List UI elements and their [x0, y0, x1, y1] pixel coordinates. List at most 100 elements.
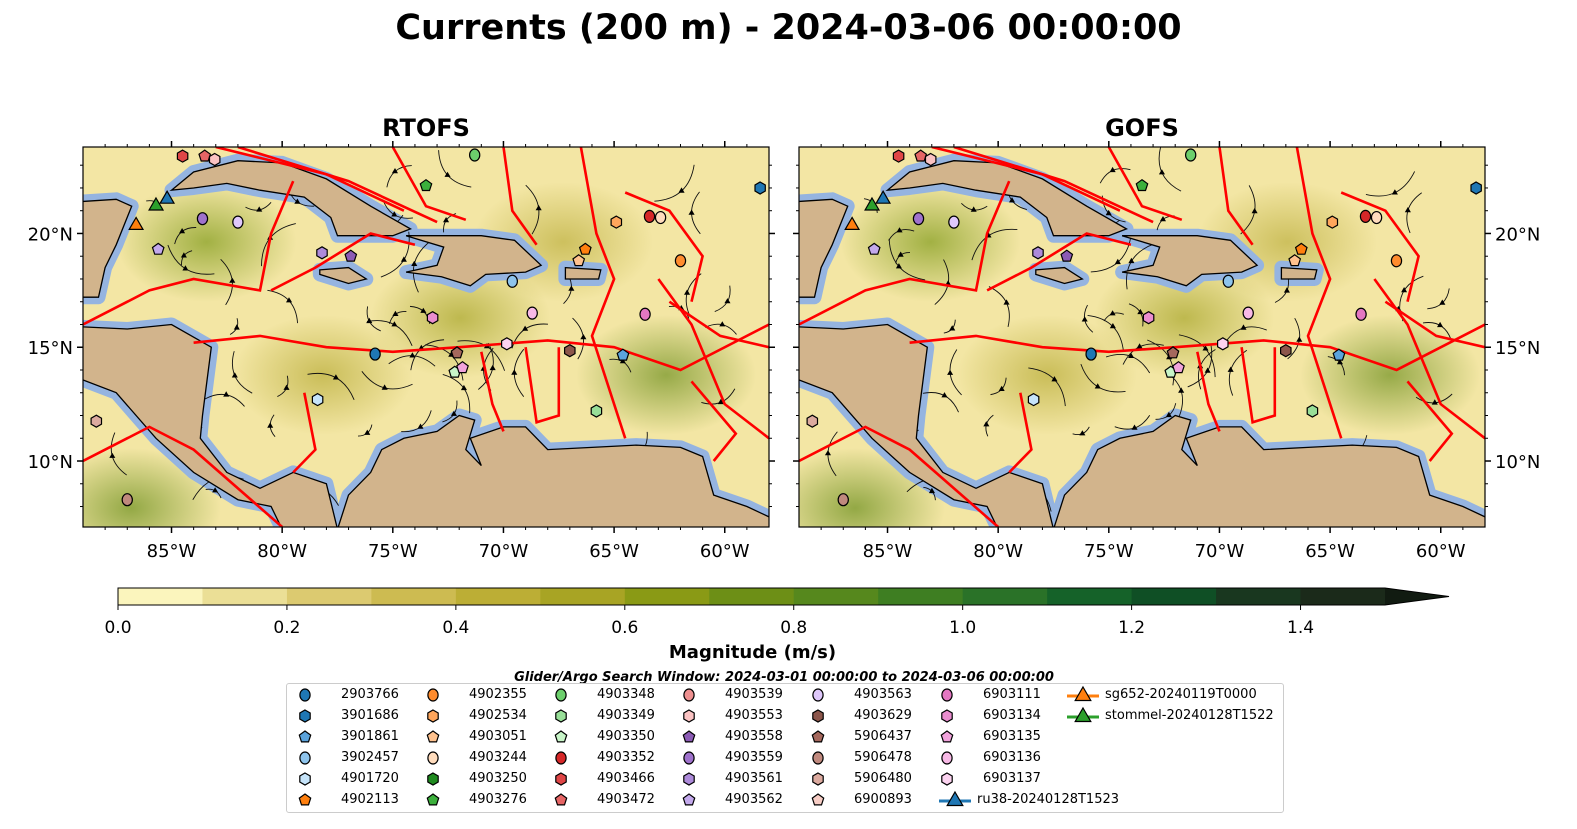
legend-marker-circle-icon	[941, 688, 953, 702]
map-frame	[82, 146, 770, 528]
legend-label: 4903553	[725, 708, 783, 723]
marker-4903563	[948, 215, 960, 229]
colorbar-bin	[1300, 588, 1386, 605]
legend-label: 4903558	[725, 729, 783, 744]
marker-6903111	[1355, 307, 1367, 321]
colorbar-bin	[202, 588, 288, 605]
legend-marker-triangle-icon	[946, 790, 964, 807]
map-panel-rtofs: 85°W 80°W 75°W 70°W 65°W 60°W 20°N 15°N 10°N	[28, 141, 775, 562]
legend-marker-pentagon-icon	[682, 730, 696, 743]
marker-4903276	[1135, 178, 1149, 192]
colorbar-bin	[878, 588, 964, 605]
marker-4903276	[419, 178, 433, 192]
legend-marker-circle-icon	[683, 751, 695, 765]
legend-label: 2903766	[341, 687, 399, 702]
legend-marker-pentagon-icon	[811, 730, 825, 743]
legend-marker-circle-icon	[427, 688, 439, 702]
marker-4901720	[311, 392, 324, 407]
legend-label: 6903135	[983, 729, 1041, 744]
colorbar-bin	[540, 588, 626, 605]
legend-marker-hexagon-icon	[683, 772, 695, 786]
land-yucatan	[83, 198, 133, 298]
marker-4903244	[654, 210, 667, 225]
legend-marker-hexagon-icon	[299, 772, 311, 786]
marker-4903349	[1306, 404, 1319, 418]
land-jamaica	[319, 266, 368, 285]
y-tick-label: 10°N	[1495, 452, 1540, 473]
legend-marker-pentagon-icon	[554, 793, 568, 806]
panel-title-rtofs: RTOFS	[382, 114, 470, 142]
map-panel-gofs: 85°W 80°W 75°W 70°W 65°W 60°W 20°N 15°N 10°N	[793, 141, 1540, 562]
legend-marker-pentagon-icon	[811, 793, 825, 806]
land-southam	[337, 414, 769, 527]
marker-4903244	[1370, 210, 1383, 225]
legend-marker-circle-icon	[299, 688, 311, 702]
marker-4902355	[1390, 254, 1403, 268]
colorbar-bin	[286, 588, 372, 605]
legend-label: 6903111	[983, 687, 1041, 702]
x-tick-label: 75°W	[1084, 541, 1134, 562]
x-tick-label: 85°W	[863, 541, 913, 562]
legend-marker-circle-icon	[555, 751, 567, 765]
legend-label: 4903562	[725, 792, 783, 807]
legend-marker-circle-icon	[427, 751, 439, 765]
land-jamaica	[1035, 266, 1084, 285]
marker-4903348	[468, 148, 481, 162]
legend-marker-pentagon-icon	[426, 793, 440, 806]
colorbar-tick-label: 0.4	[442, 618, 470, 638]
legend-label: 5906437	[854, 729, 912, 744]
land-cuba	[885, 160, 1129, 237]
marker-6903135	[1172, 360, 1185, 374]
legend-label: 4903276	[469, 792, 527, 807]
marker-4903558	[344, 249, 358, 262]
colorbar-bin	[455, 588, 541, 605]
colorbar-tick-label: 1.4	[1287, 618, 1315, 638]
marker-stommel-20240128T1522	[148, 196, 165, 211]
land-centralam	[799, 323, 1054, 527]
marker-4903559	[912, 212, 925, 226]
marker-6903134	[426, 311, 439, 325]
marker-4902113	[1294, 242, 1308, 255]
colorbar-bin	[709, 588, 795, 605]
colorbar-bin	[118, 588, 203, 605]
legend-label: 6903137	[983, 771, 1041, 786]
colorbar-bin	[371, 588, 457, 605]
legend-label: 4902534	[469, 708, 527, 723]
legend-marker-circle-icon	[683, 688, 695, 702]
marker-4903559	[196, 212, 209, 226]
y-tick-label: 15°N	[28, 338, 73, 359]
legend-marker-hexagon-icon	[299, 709, 311, 723]
legend-marker-hexagon-icon	[427, 772, 439, 786]
marker-4903472	[914, 149, 928, 162]
legend-label: 5906480	[854, 771, 912, 786]
marker-4903561	[1032, 246, 1044, 260]
legend-marker-circle-icon	[555, 688, 567, 702]
x-tick-label: 80°W	[257, 541, 307, 562]
map-frame	[798, 146, 1486, 528]
colorbar	[117, 587, 1450, 610]
legend-marker-triangle-icon	[1074, 706, 1092, 723]
colorbar-label: Magnitude (m/s)	[668, 642, 837, 663]
colorbar-bin	[962, 588, 1048, 605]
legend-marker-pentagon-icon	[554, 730, 568, 743]
legend-marker-hexagon-icon	[427, 709, 439, 723]
x-tick-label: 60°W	[700, 541, 750, 562]
land-hispaniola	[1121, 235, 1259, 287]
marker-4903563	[232, 215, 244, 229]
x-tick-label: 65°W	[1305, 541, 1355, 562]
marker-ru38-20240128T1523	[159, 189, 176, 204]
x-tick-label: 75°W	[368, 541, 418, 562]
legend-marker-hexagon-icon	[941, 772, 953, 786]
marker-3901861	[1332, 348, 1346, 361]
colorbar-tick-label: 1.2	[1118, 618, 1146, 638]
legend-label: 4903250	[469, 771, 527, 786]
legend-label: 4903561	[725, 771, 783, 786]
marker-sg652-20240119T0000	[844, 216, 861, 230]
marker-3901861	[616, 348, 630, 361]
legend-marker-pentagon-icon	[298, 730, 312, 743]
marker-6903137	[501, 337, 513, 351]
marker-2903766	[1085, 347, 1097, 361]
legend-marker-hexagon-icon	[683, 709, 695, 723]
colorbar-tick-label: 0.6	[611, 618, 639, 638]
marker-4903561	[316, 246, 328, 260]
